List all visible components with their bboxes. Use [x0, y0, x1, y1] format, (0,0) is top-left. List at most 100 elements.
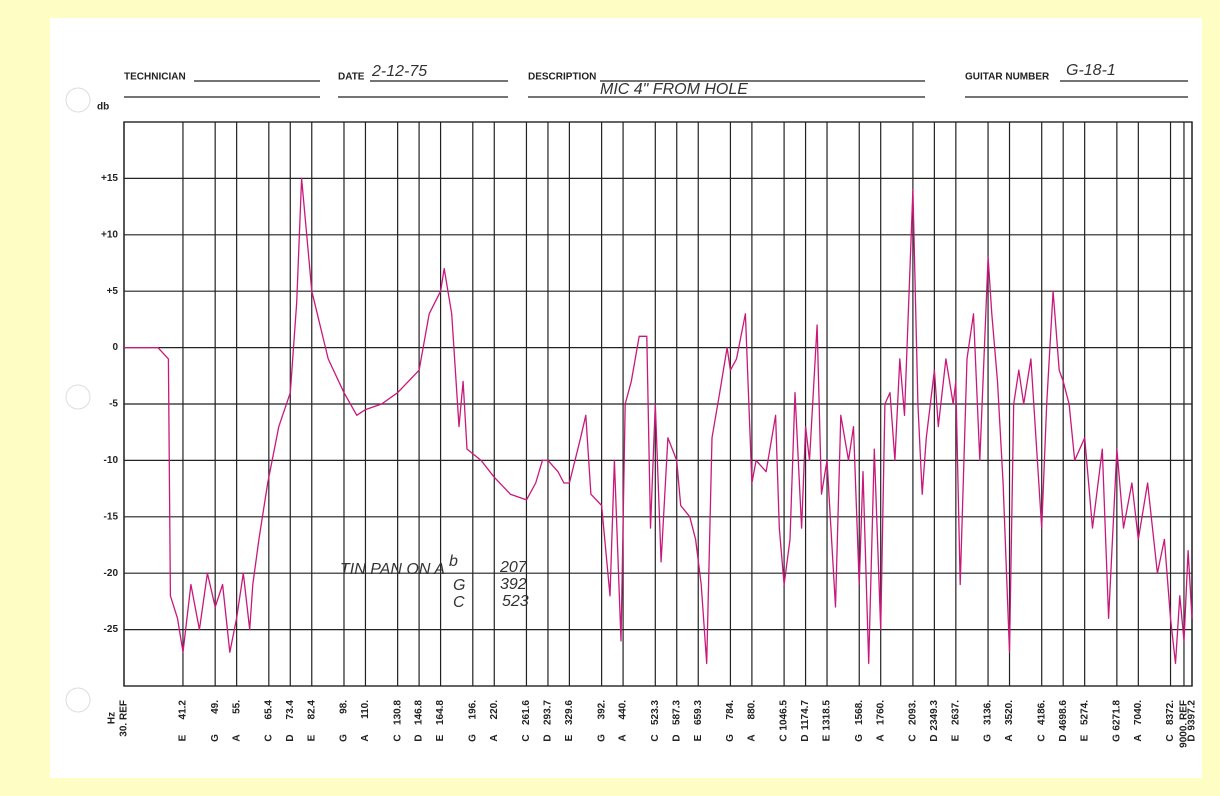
annotation: 392: [500, 576, 527, 593]
note-label: E: [822, 734, 833, 741]
note-label: G: [983, 734, 994, 742]
x-tick-label: 146.8: [414, 700, 425, 725]
y-tick-label: -5: [109, 399, 118, 410]
x-tick-label: 2093.: [908, 700, 919, 725]
note-label: D: [414, 734, 425, 741]
x-tick-label: 329.6: [564, 700, 575, 725]
note-label: A: [1004, 734, 1015, 741]
note-label: E: [435, 734, 446, 741]
note-label: G: [854, 734, 865, 742]
x-tick-label: 1760.: [875, 700, 886, 725]
x-tick-label: 110.: [360, 700, 371, 719]
x-tick-label: 82.4: [306, 700, 317, 720]
x-tick-label: 49.: [210, 700, 221, 714]
x-tick-label: 587.3: [671, 700, 682, 725]
annotation: C: [453, 594, 465, 611]
x-tick-label: 523.3: [650, 700, 661, 725]
note-label: C: [521, 734, 532, 741]
description-value: MIC 4" FROM HOLE: [600, 81, 748, 98]
note-label: C: [779, 734, 790, 741]
guitar-number-value: G-18-1: [1066, 62, 1116, 79]
note-label: G: [210, 734, 221, 742]
punch-hole: [65, 384, 91, 410]
date-value: 2-12-75: [371, 63, 427, 80]
x-tick-label: 4698.6: [1058, 700, 1069, 731]
note-label: A: [489, 734, 500, 741]
x-tick-label: 55.: [231, 700, 242, 714]
technician-label: TECHNICIAN: [124, 72, 186, 83]
annotation: 523: [502, 593, 529, 610]
note-label: A: [747, 734, 758, 741]
note-label: D: [800, 734, 811, 741]
note-label: C: [1036, 734, 1047, 741]
y-tick-label: -25: [104, 624, 119, 635]
response-line: [124, 177, 1193, 665]
x-tick-label: 4186.: [1036, 700, 1047, 725]
annotation: TIN PAN ON A: [340, 561, 445, 578]
note-label: A: [875, 734, 886, 741]
annotation: G: [453, 577, 465, 594]
y-tick-label: -15: [104, 511, 119, 522]
note-label: D: [929, 734, 940, 741]
x-tick-label: 1174.7: [800, 700, 811, 730]
x-tick-label: 220.: [489, 700, 500, 720]
punch-hole: [65, 687, 91, 713]
y-tick-label: 0: [112, 342, 118, 353]
x-tick-label: 9000. REF: [1179, 700, 1190, 748]
note-label: D: [543, 734, 554, 741]
y-tick-label: -20: [104, 568, 119, 579]
x-tick-label: 392.: [596, 700, 607, 720]
x-tick-label: 5274.: [1079, 700, 1090, 725]
x-tick-label: 41.2: [178, 700, 189, 720]
note-label: C: [1165, 734, 1176, 741]
note-label: C: [650, 734, 661, 741]
annotation: 207: [499, 559, 528, 576]
note-label: E: [950, 734, 961, 741]
note-label: G: [339, 734, 350, 742]
annotation: b: [449, 553, 458, 570]
note-label: G: [725, 734, 736, 742]
x-tick-label: 659.3: [693, 700, 704, 725]
x-tick-label: 293.7: [543, 700, 554, 725]
x-tick-label: 6271.8: [1111, 700, 1122, 731]
note-label: E: [306, 734, 317, 741]
x-tick-label: 9397.2: [1187, 700, 1198, 731]
note-label: G: [1111, 734, 1122, 742]
x-tick-label: 2637.: [950, 700, 961, 725]
note-label: E: [564, 734, 575, 741]
note-label: A: [360, 734, 371, 741]
x-tick-label: 880.: [747, 700, 758, 720]
description-label: DESCRIPTION: [528, 72, 596, 83]
x-tick-label: 8372.: [1165, 700, 1176, 725]
x-tick-label: 1318.5: [822, 700, 833, 731]
note-label: E: [693, 734, 704, 741]
note-label: D: [1187, 734, 1198, 741]
sheet: [50, 18, 1202, 778]
x-tick-label: 30. REF: [119, 700, 130, 737]
x-tick-label: 3520.: [1004, 700, 1015, 725]
date-label: DATE: [338, 72, 365, 83]
guitar-number-label: GUITAR NUMBER: [965, 72, 1050, 83]
x-tick-label: 130.8: [392, 700, 403, 725]
note-label: A: [1133, 734, 1144, 741]
x-axis-label: Hz: [107, 712, 118, 724]
x-tick-label: 1568.: [854, 700, 865, 725]
x-tick-label: 7040.: [1133, 700, 1144, 725]
x-tick-label: 196.: [467, 700, 478, 720]
x-tick-label: 440.: [618, 700, 629, 720]
form-header: TECHNICIAN DATE 2-12-75 DESCRIPTION MIC …: [124, 62, 1188, 98]
x-tick-label: 73.4: [285, 700, 296, 720]
x-tick-label: 65.4: [263, 700, 274, 720]
note-label: C: [392, 734, 403, 741]
x-tick-label: 2349.3: [929, 700, 940, 731]
note-label: A: [618, 734, 629, 741]
note-label: C: [908, 734, 919, 741]
y-tick-label: -10: [104, 455, 119, 466]
punch-hole: [65, 87, 91, 113]
note-label: G: [467, 734, 478, 742]
note-label: D: [285, 734, 296, 741]
x-tick-label: 164.8: [435, 700, 446, 725]
note-label: E: [178, 734, 189, 741]
y-tick-label: +10: [101, 229, 118, 240]
